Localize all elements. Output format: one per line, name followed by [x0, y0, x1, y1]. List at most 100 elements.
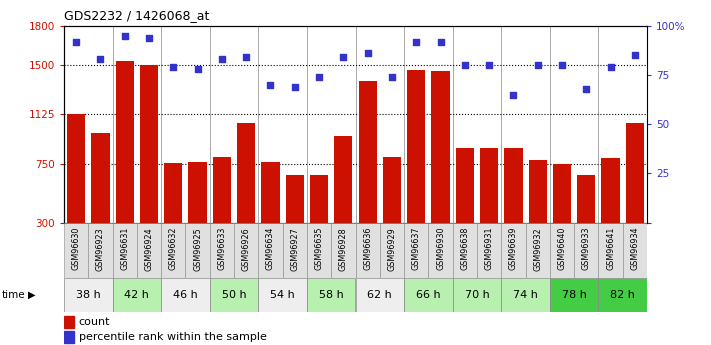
Text: 70 h: 70 h	[464, 290, 489, 300]
Text: 82 h: 82 h	[610, 290, 635, 300]
Bar	[528, 160, 547, 223]
Point	[289, 84, 301, 90]
Bar	[599, 223, 623, 278]
Bar	[599, 278, 647, 312]
Bar	[477, 223, 501, 278]
Text: GSM96641: GSM96641	[606, 227, 615, 270]
Bar	[64, 223, 88, 278]
Point	[264, 82, 276, 88]
Bar	[358, 81, 377, 223]
Text: GSM96931: GSM96931	[485, 227, 493, 270]
Bar	[456, 148, 474, 223]
Point	[168, 65, 179, 70]
Bar	[550, 223, 574, 278]
Bar	[91, 134, 109, 223]
Bar	[213, 157, 231, 223]
Bar	[116, 61, 134, 223]
Point	[70, 39, 82, 45]
Bar	[258, 223, 282, 278]
Text: 46 h: 46 h	[173, 290, 198, 300]
Bar	[404, 223, 428, 278]
Text: 38 h: 38 h	[76, 290, 101, 300]
Text: GSM96636: GSM96636	[363, 227, 372, 270]
Bar	[112, 278, 161, 312]
Bar	[428, 223, 453, 278]
Text: GSM96933: GSM96933	[582, 227, 591, 270]
Text: 62 h: 62 h	[368, 290, 392, 300]
Text: 74 h: 74 h	[513, 290, 538, 300]
Bar	[432, 71, 449, 223]
Text: percentile rank within the sample: percentile rank within the sample	[78, 332, 267, 342]
Point	[459, 62, 471, 68]
Text: 42 h: 42 h	[124, 290, 149, 300]
Bar	[501, 223, 525, 278]
Bar	[626, 123, 644, 223]
Bar	[237, 123, 255, 223]
Bar	[356, 223, 380, 278]
Bar	[623, 223, 647, 278]
Text: GDS2232 / 1426068_at: GDS2232 / 1426068_at	[64, 9, 209, 22]
Text: 78 h: 78 h	[562, 290, 587, 300]
Point	[314, 74, 325, 80]
Bar	[210, 278, 258, 312]
Bar	[282, 223, 307, 278]
Text: ▶: ▶	[28, 290, 36, 300]
Bar	[88, 223, 112, 278]
Text: GSM96927: GSM96927	[290, 227, 299, 271]
Bar	[356, 278, 404, 312]
Text: GSM96934: GSM96934	[631, 227, 639, 270]
Bar	[525, 223, 550, 278]
Bar	[404, 278, 453, 312]
Text: 66 h: 66 h	[416, 290, 441, 300]
Text: GSM96932: GSM96932	[533, 227, 542, 270]
Bar	[501, 278, 550, 312]
Text: GSM96925: GSM96925	[193, 227, 202, 271]
Text: GSM96631: GSM96631	[120, 227, 129, 270]
Bar	[380, 223, 404, 278]
Bar	[286, 175, 304, 223]
Text: count: count	[78, 317, 110, 327]
Bar	[140, 65, 158, 223]
Point	[556, 62, 567, 68]
Point	[240, 55, 252, 60]
Bar	[258, 278, 307, 312]
Point	[95, 57, 106, 62]
Bar	[550, 278, 599, 312]
Point	[362, 51, 373, 56]
Point	[119, 33, 130, 38]
Bar	[137, 223, 161, 278]
Bar	[234, 223, 258, 278]
Bar	[453, 223, 477, 278]
Point	[216, 57, 228, 62]
Bar	[310, 175, 328, 223]
Text: GSM96640: GSM96640	[557, 227, 567, 270]
Text: GSM96924: GSM96924	[144, 227, 154, 270]
Point	[192, 66, 203, 72]
Bar	[577, 175, 595, 223]
Text: GSM96635: GSM96635	[314, 227, 324, 270]
Point	[508, 92, 519, 97]
Text: GSM96930: GSM96930	[436, 227, 445, 270]
Bar	[383, 157, 401, 223]
Bar	[112, 223, 137, 278]
Text: GSM96928: GSM96928	[339, 227, 348, 270]
Text: GSM96633: GSM96633	[218, 227, 226, 270]
Bar	[453, 278, 501, 312]
Bar	[553, 164, 571, 223]
Text: 54 h: 54 h	[270, 290, 295, 300]
Text: 50 h: 50 h	[222, 290, 246, 300]
Point	[435, 39, 447, 45]
Point	[629, 52, 641, 58]
Text: GSM96630: GSM96630	[72, 227, 80, 270]
Bar	[164, 163, 183, 223]
Bar	[64, 315, 75, 328]
Bar	[504, 148, 523, 223]
Bar	[602, 158, 620, 223]
Text: GSM96637: GSM96637	[412, 227, 421, 270]
Bar	[334, 136, 353, 223]
Bar	[331, 223, 356, 278]
Bar	[64, 331, 75, 343]
Bar	[307, 278, 356, 312]
Bar	[161, 278, 210, 312]
Bar	[574, 223, 599, 278]
